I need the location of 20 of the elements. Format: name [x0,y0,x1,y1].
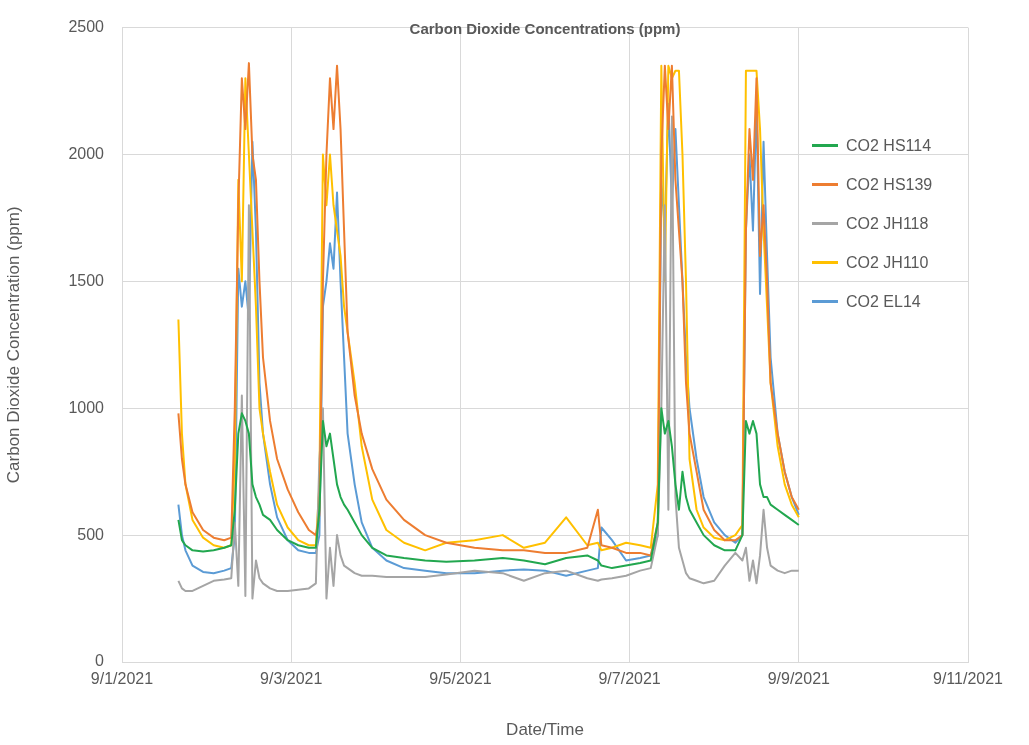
x-tick-label: 9/5/2021 [429,670,492,688]
x-tick-label: 9/3/2021 [260,670,323,688]
y-tick-label: 1000 [68,398,105,416]
legend-label: CO2 JH110 [846,253,929,272]
y-tick-label: 2500 [68,18,105,36]
x-tick-label: 9/9/2021 [767,670,831,688]
legend-label: CO2 JH118 [846,214,929,233]
y-axis-title: Carbon Dioxide Concentration (ppm) [3,206,23,484]
x-tick-label: 9/11/2021 [933,670,1004,688]
legend-label: CO2 HS139 [846,175,933,194]
x-tick-label: 9/1/2021 [90,670,154,688]
y-tick-label: 2000 [68,144,105,162]
y-tick-label: 0 [95,652,105,670]
y-tick-label: 1500 [68,271,105,289]
y-tick-label: 500 [77,525,105,543]
legend-label: CO2 HS114 [846,136,932,155]
legend-label: CO2 EL14 [846,292,921,311]
x-tick-label: 9/7/2021 [598,670,661,688]
chart-title: Carbon Dioxide Concentrations (ppm) [408,20,682,37]
x-axis-title: Date/Time [506,720,584,740]
